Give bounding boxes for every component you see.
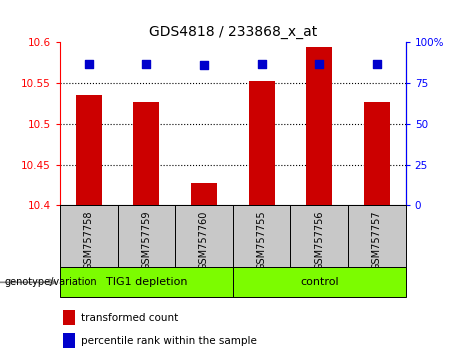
Bar	[64, 333, 76, 348]
Bar	[118, 205, 175, 267]
Point	[258, 61, 266, 67]
Text: GSM757755: GSM757755	[257, 210, 266, 270]
Bar	[233, 205, 290, 267]
Text: GSM757760: GSM757760	[199, 210, 209, 270]
Bar	[64, 310, 76, 325]
Point	[85, 61, 92, 67]
Text: genotype/variation: genotype/variation	[5, 277, 97, 287]
Title: GDS4818 / 233868_x_at: GDS4818 / 233868_x_at	[149, 25, 317, 39]
Bar	[133, 102, 160, 205]
Text: TIG1 depletion: TIG1 depletion	[106, 277, 187, 287]
Point	[373, 61, 381, 67]
Text: GSM757758: GSM757758	[84, 210, 94, 270]
Text: GSM757757: GSM757757	[372, 210, 382, 270]
Text: GSM757756: GSM757756	[314, 210, 324, 270]
Point	[315, 61, 323, 67]
Bar	[306, 46, 332, 205]
Point	[200, 62, 207, 68]
Bar	[364, 102, 390, 205]
Point	[142, 61, 150, 67]
Text: GSM757759: GSM757759	[142, 210, 151, 270]
Text: transformed count: transformed count	[81, 313, 178, 323]
Bar	[175, 205, 233, 267]
Bar	[76, 95, 102, 205]
Bar	[290, 205, 348, 267]
Bar	[60, 267, 233, 297]
Text: percentile rank within the sample: percentile rank within the sample	[81, 336, 257, 346]
Text: control: control	[300, 277, 338, 287]
Bar	[348, 205, 406, 267]
Bar	[60, 205, 118, 267]
Bar	[233, 267, 406, 297]
Bar	[248, 81, 275, 205]
Bar	[191, 183, 217, 205]
